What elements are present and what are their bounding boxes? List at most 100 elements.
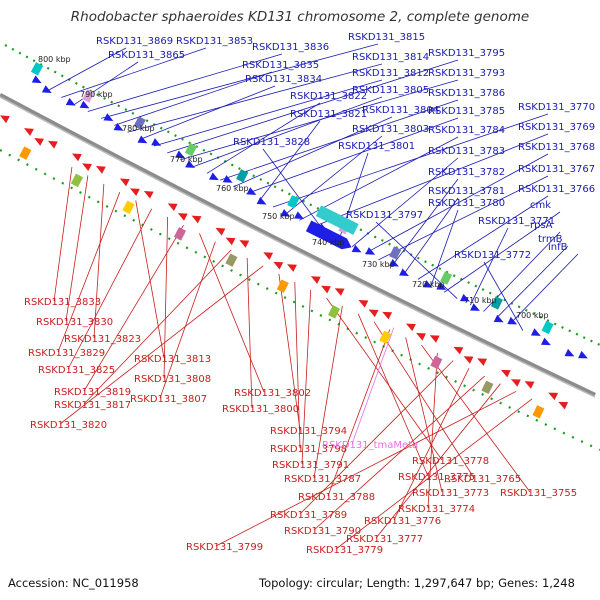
- gene-label: RSKD131_3766: [518, 184, 595, 195]
- gene-label: RSKD131_3773: [412, 488, 489, 499]
- reverse-gene-arrow: [453, 346, 464, 355]
- gene-label: RSKD131_3791: [272, 460, 349, 471]
- reverse-gene-arrow: [239, 240, 250, 248]
- gene-label: RSKD131_3803: [352, 124, 429, 135]
- scale-label: 740 kbp: [312, 238, 345, 247]
- scale-label: 760 kbp: [216, 184, 249, 193]
- functional-category-box: [133, 116, 146, 130]
- gene-label: RSKD131_3783: [428, 146, 505, 157]
- gene-label: RSKD131_3785: [428, 106, 505, 117]
- scale-label: 730 kbp: [362, 260, 395, 269]
- gene-label: RSKD131_3820: [30, 420, 107, 431]
- scale-label: 800 kbp: [38, 55, 71, 64]
- gene-label: trmB: [538, 234, 563, 245]
- reverse-gene-arrow: [321, 285, 331, 294]
- gene-label: RSKD131_3788: [298, 492, 375, 503]
- functional-category-box: [541, 320, 554, 335]
- functional-category-box: [82, 89, 95, 103]
- gene-label: RSKD131_3765: [444, 474, 521, 485]
- reverse-gene-arrow: [358, 300, 369, 308]
- reverse-gene-arrow: [273, 261, 284, 270]
- reverse-gene-arrow: [558, 401, 569, 410]
- gene-label: RSKD131_3784: [428, 125, 505, 136]
- gene-label: RSKD131_3812: [352, 68, 429, 79]
- reverse-gene-arrow: [429, 335, 440, 343]
- gene-label: RSKD131_3789: [270, 510, 347, 521]
- forward-gene-arrow: [564, 348, 575, 357]
- reverse-gene-arrow: [524, 381, 535, 389]
- reverse-gene-arrow: [310, 276, 321, 284]
- reverse-gene-arrow: [334, 288, 345, 296]
- forward-gene-arrow: [41, 85, 52, 94]
- gene-label: RSKD131_3800: [222, 404, 299, 415]
- reverse-gene-arrow: [225, 237, 236, 246]
- gene-label: RSKD131_3853: [176, 36, 253, 47]
- gene-label: cmk: [530, 200, 551, 211]
- gene-label: RSKD131_3801: [338, 141, 415, 152]
- gene-label: RSKD131_3808: [134, 374, 211, 385]
- reverse-gene-arrow: [510, 379, 521, 387]
- gene-label: RSKD131_3782: [428, 167, 505, 178]
- functional-category-box: [490, 296, 503, 310]
- forward-gene-arrow: [137, 135, 148, 144]
- forward-gene-arrow: [578, 350, 588, 359]
- gene-label: RSKD131_3769: [518, 122, 595, 133]
- forward-gene-arrow: [280, 208, 291, 217]
- gene-label: rpsA: [530, 220, 553, 231]
- scale-label: 770 kbp: [170, 155, 203, 164]
- gene-label: RSKD131_3828: [233, 137, 310, 148]
- gene-label: RSKD131_3771: [478, 216, 555, 227]
- reverse-gene-arrow: [0, 115, 10, 124]
- forward-gene-arrow: [65, 97, 76, 106]
- forward-gene-arrow: [540, 337, 551, 346]
- gene-label: RSKD131_3804: [362, 105, 439, 116]
- gene-label: RSKD131_3781: [428, 186, 505, 197]
- gene-label: RSKD131_3834: [245, 74, 322, 85]
- gene-label: RSKD131_3823: [64, 334, 141, 345]
- gene-label: RSKD131_3777: [346, 534, 423, 545]
- gene-label: RSKD131_3772: [454, 250, 531, 261]
- forward-gene-arrow: [422, 280, 433, 288]
- forward-gene-arrow: [460, 293, 470, 302]
- functional-category-box: [276, 279, 289, 293]
- functional-category-box: [481, 380, 494, 394]
- gene-label: RSKD131_3869: [96, 36, 173, 47]
- reverse-gene-arrow: [167, 203, 178, 212]
- forward-gene-arrow: [436, 282, 447, 290]
- gene-label: RSKD131_tmaMeta: [322, 440, 418, 451]
- gene-label: RSKD131_3755: [500, 488, 577, 499]
- forward-gene-arrow: [175, 150, 185, 159]
- reverse-gene-arrow: [34, 138, 44, 146]
- gene-label: RSKD131_3805: [352, 85, 429, 96]
- reverse-gene-arrow: [416, 333, 426, 341]
- functional-category-box: [532, 405, 545, 419]
- gene-label: RSKD131_3821: [290, 109, 367, 120]
- gene-label: RSKD131_3778: [412, 456, 489, 467]
- gene-track: [0, 62, 588, 419]
- gene-label: RSKD131_3835: [242, 60, 319, 71]
- gene-label: RSKD131_3825: [38, 365, 115, 376]
- functional-category-box: [19, 146, 32, 160]
- reverse-gene-arrow: [215, 227, 226, 236]
- gene-labels: RSKD131_3869 RSKD131_3853 RSKD131_3865 RSKD…: [24, 32, 595, 556]
- forward-gene-arrow: [185, 160, 196, 168]
- forward-gene-arrow: [389, 258, 399, 267]
- reverse-gene-arrow: [48, 140, 58, 149]
- functional-category-box: [389, 246, 402, 260]
- forward-gene-arrow: [530, 328, 541, 336]
- functional-category-box: [173, 227, 187, 241]
- gene-label: RSKD131_3830: [36, 317, 113, 328]
- functional-category-box: [236, 169, 249, 183]
- forward-gene-arrow: [470, 303, 480, 311]
- reverse-gene-arrow: [548, 392, 559, 401]
- reverse-gene-arrow: [24, 128, 34, 136]
- functional-category-box: [225, 253, 238, 267]
- reverse-gene-arrow: [119, 178, 130, 187]
- gene-label: RSKD131_3787: [284, 474, 361, 485]
- forward-gene-arrow: [246, 187, 257, 195]
- scale-label: 750 kbp: [262, 212, 295, 221]
- forward-gene-arrow: [256, 196, 267, 205]
- functional-category-box: [327, 305, 341, 319]
- genome-summary-text: Topology: circular; Length: 1,297,647 bp…: [259, 576, 575, 590]
- map-title: Rhodobacter sphaeroides KD131 chromosome…: [70, 9, 530, 25]
